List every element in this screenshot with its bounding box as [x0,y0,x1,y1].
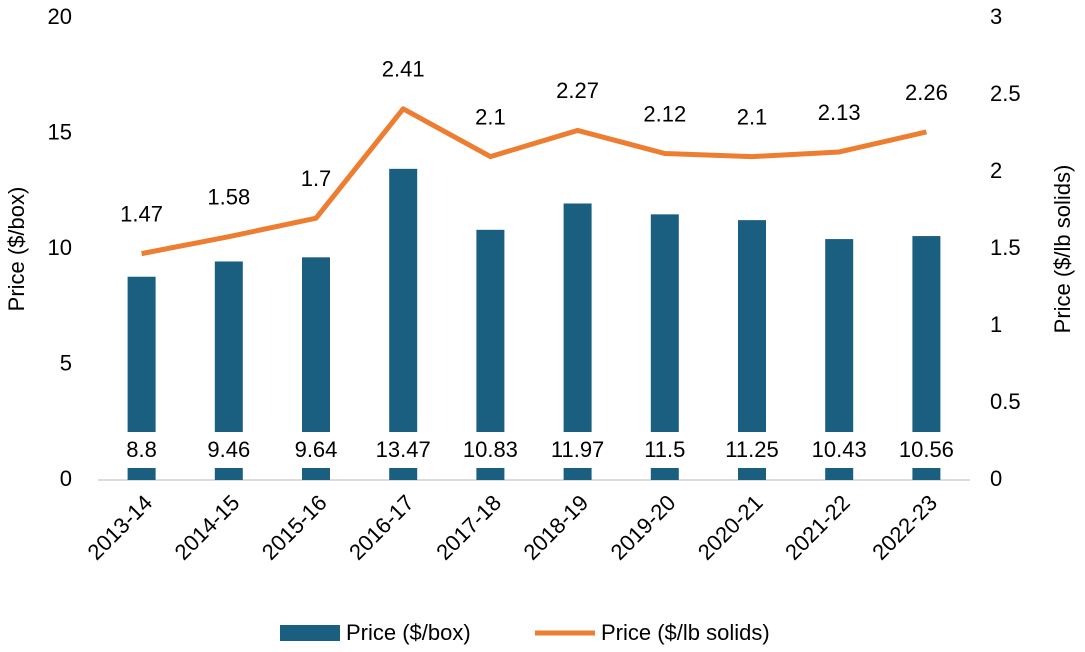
x-tick-label: 2020-21 [693,490,768,565]
bar-value-label: 10.83 [463,437,518,462]
label-bg [367,432,440,468]
line-value-label: 2.41 [382,57,425,82]
line-value-label: 2.1 [475,104,506,129]
y-tick-label: 10 [48,235,72,260]
y2-tick-label: 3 [990,4,1002,29]
line-value-label: 2.13 [818,100,861,125]
line-value-label: 1.47 [120,201,163,226]
bar-value-label: 11.97 [551,437,604,462]
label-bg [541,432,614,468]
bar-value-label: 8.8 [126,437,157,462]
x-tick-label: 2013-14 [82,490,157,565]
x-tick-label: 2015-16 [257,490,332,565]
label-bg [105,432,178,468]
label-bg [716,432,788,468]
line-value-label: 2.26 [905,80,948,105]
x-tick-label: 2022-23 [867,490,942,565]
label-bg [628,432,701,468]
bar-value-label: 10.56 [899,437,954,462]
legend-swatch [280,625,340,641]
bar-value-label: 9.46 [207,437,250,462]
y-tick-label: 15 [48,119,72,144]
line-value-label: 1.7 [301,166,332,191]
bar [389,168,418,480]
x-tick-label: 2018-19 [518,490,593,565]
y-tick-label: 5 [60,350,72,375]
y-tick-label: 0 [60,466,72,491]
x-tick-label: 2016-17 [344,490,419,565]
label-bg [454,432,527,468]
y2-tick-label: 2 [990,158,1002,183]
legend-label: Price ($/lb solids) [601,620,770,645]
bar-value-label: 11.25 [725,437,778,462]
y2-tick-label: 0.5 [990,389,1021,414]
label-bg [890,432,963,468]
label-bg [192,432,265,468]
y2-tick-label: 1 [990,312,1002,337]
y2-axis-title: Price ($/lb solids) [1050,165,1075,334]
bar-value-label: 9.64 [295,437,338,462]
label-bg [803,432,876,468]
line-value-label: 1.58 [207,184,250,209]
bar-value-label: 13.47 [376,437,431,462]
y-axis-title: Price ($/box) [4,187,29,312]
line-value-label: 2.12 [643,101,686,126]
x-tick-label: 2021-22 [780,490,855,565]
legend-label: Price ($/box) [346,620,471,645]
bar-value-label: 11.5 [644,437,685,462]
x-tick-label: 2014-15 [170,490,245,565]
line [141,106,927,257]
y-tick-label: 20 [48,4,72,29]
x-tick-label: 2019-20 [606,490,681,565]
label-bg [280,432,352,468]
x-tick-label: 2017-18 [431,490,506,565]
line-value-label: 2.1 [737,104,768,129]
line-value-label: 2.27 [556,78,599,103]
y2-tick-label: 0 [990,466,1002,491]
y2-tick-label: 1.5 [990,235,1021,260]
bar-value-label: 10.43 [812,437,867,462]
y2-tick-label: 2.5 [990,81,1021,106]
